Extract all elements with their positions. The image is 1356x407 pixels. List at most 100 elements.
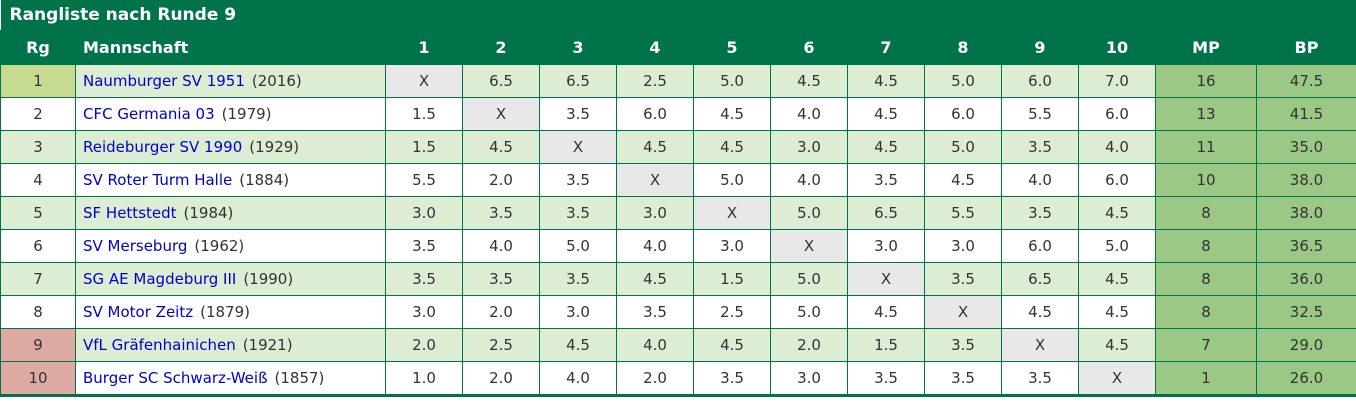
match-points-cell: 7 bbox=[1155, 328, 1257, 362]
table-row: 9 VfL Gräfenhainichen (1921) 2.0 2.5 4.5 4.0 4.… bbox=[0, 328, 1356, 362]
board-points-cell: 38.0 bbox=[1255, 163, 1356, 197]
result-cell: 5.5 bbox=[1001, 97, 1079, 131]
header-round-3: 3 bbox=[539, 30, 617, 65]
result-cell: 4.0 bbox=[770, 97, 848, 131]
title-row: Rangliste nach Runde 9 bbox=[0, 0, 1356, 31]
result-cell: 2.0 bbox=[462, 163, 540, 197]
team-founding-year: (1921) bbox=[242, 336, 293, 354]
result-cell: 3.5 bbox=[539, 262, 617, 296]
result-cell: 4.0 bbox=[616, 229, 694, 263]
result-cell: 4.5 bbox=[539, 328, 617, 362]
header-bp: BP bbox=[1255, 30, 1356, 65]
table-row: 3 Reideburger SV 1990 (1929) 1.5 4.5 X 4.5 4.5 3… bbox=[0, 130, 1356, 164]
result-cell: 5.0 bbox=[770, 262, 848, 296]
result-cell: 3.5 bbox=[693, 361, 771, 396]
result-cell: 3.0 bbox=[770, 130, 848, 164]
board-points-cell: 36.0 bbox=[1255, 262, 1356, 296]
team-cell: VfL Gräfenhainichen (1921) bbox=[75, 328, 386, 362]
team-cell: CFC Germania 03 (1979) bbox=[75, 97, 386, 131]
header-round-1: 1 bbox=[385, 30, 463, 65]
result-cell: 6.0 bbox=[1001, 64, 1079, 98]
result-cell: 2.5 bbox=[693, 295, 771, 329]
result-cell: 3.5 bbox=[924, 262, 1002, 296]
match-points-cell: 10 bbox=[1155, 163, 1257, 197]
page-title: Rangliste nach Runde 9 bbox=[0, 0, 1356, 31]
result-cell: 6.0 bbox=[616, 97, 694, 131]
team-cell: Burger SC Schwarz-Weiß (1857) bbox=[75, 361, 386, 396]
team-link[interactable]: SG AE Magdeburg III bbox=[83, 270, 237, 288]
team-cell: SV Roter Turm Halle (1884) bbox=[75, 163, 386, 197]
team-link[interactable]: SV Roter Turm Halle bbox=[83, 171, 233, 189]
result-cell: 3.5 bbox=[539, 97, 617, 131]
diagonal-cell: X bbox=[847, 262, 925, 296]
result-cell: 3.5 bbox=[462, 262, 540, 296]
result-cell: 4.5 bbox=[924, 163, 1002, 197]
rank-cell: 3 bbox=[0, 130, 76, 164]
result-cell: 5.0 bbox=[924, 130, 1002, 164]
table-row: 1 Naumburger SV 1951 (2016) X 6.5 6.5 2.5 5.0 4.… bbox=[0, 64, 1356, 98]
result-cell: 2.0 bbox=[462, 361, 540, 396]
result-cell: 3.5 bbox=[1001, 130, 1079, 164]
team-link[interactable]: SV Motor Zeitz bbox=[83, 303, 194, 321]
result-cell: 6.0 bbox=[1078, 97, 1156, 131]
board-points-cell: 36.5 bbox=[1255, 229, 1356, 263]
rank-cell: 10 bbox=[0, 361, 76, 396]
match-points-cell: 11 bbox=[1155, 130, 1257, 164]
header-round-10: 10 bbox=[1078, 30, 1156, 65]
team-link[interactable]: Reideburger SV 1990 bbox=[83, 138, 243, 156]
match-points-cell: 8 bbox=[1155, 196, 1257, 230]
result-cell: 3.5 bbox=[385, 262, 463, 296]
result-cell: 4.0 bbox=[770, 163, 848, 197]
header-round-4: 4 bbox=[616, 30, 694, 65]
result-cell: 6.0 bbox=[1078, 163, 1156, 197]
result-cell: 3.5 bbox=[385, 229, 463, 263]
result-cell: 1.0 bbox=[385, 361, 463, 396]
diagonal-cell: X bbox=[924, 295, 1002, 329]
team-link[interactable]: CFC Germania 03 bbox=[83, 105, 215, 123]
board-points-cell: 35.0 bbox=[1255, 130, 1356, 164]
header-round-6: 6 bbox=[770, 30, 848, 65]
board-points-cell: 26.0 bbox=[1255, 361, 1356, 396]
result-cell: 3.5 bbox=[539, 163, 617, 197]
table-header-row: Rg Mannschaft 1 2 3 4 5 6 7 8 9 10 MP BP bbox=[0, 30, 1356, 65]
result-cell: 7.0 bbox=[1078, 64, 1156, 98]
result-cell: 3.5 bbox=[1001, 196, 1079, 230]
result-cell: 2.0 bbox=[616, 361, 694, 396]
result-cell: 4.5 bbox=[693, 328, 771, 362]
result-cell: 3.0 bbox=[693, 229, 771, 263]
team-link[interactable]: Naumburger SV 1951 bbox=[83, 72, 245, 90]
result-cell: 4.5 bbox=[847, 97, 925, 131]
table-row: 6 SV Merseburg (1962) 3.5 4.0 5.0 4.0 3.0 X 3.0 3.… bbox=[0, 229, 1356, 263]
result-cell: 3.5 bbox=[539, 196, 617, 230]
result-cell: 4.5 bbox=[770, 64, 848, 98]
result-cell: 6.5 bbox=[1001, 262, 1079, 296]
result-cell: 4.5 bbox=[693, 97, 771, 131]
result-cell: 3.0 bbox=[385, 196, 463, 230]
result-cell: 5.5 bbox=[924, 196, 1002, 230]
rank-cell: 9 bbox=[0, 328, 76, 362]
result-cell: 4.5 bbox=[616, 130, 694, 164]
result-cell: 3.5 bbox=[924, 361, 1002, 396]
header-team: Mannschaft bbox=[75, 30, 386, 65]
team-link[interactable]: SV Merseburg bbox=[83, 237, 188, 255]
diagonal-cell: X bbox=[1001, 328, 1079, 362]
team-link[interactable]: VfL Gräfenhainichen bbox=[83, 336, 236, 354]
match-points-cell: 8 bbox=[1155, 262, 1257, 296]
team-link[interactable]: Burger SC Schwarz-Weiß bbox=[83, 369, 268, 387]
team-link[interactable]: SF Hettstedt bbox=[83, 204, 177, 222]
rank-cell: 4 bbox=[0, 163, 76, 197]
result-cell: 3.0 bbox=[847, 229, 925, 263]
result-cell: 3.0 bbox=[616, 196, 694, 230]
rank-cell: 2 bbox=[0, 97, 76, 131]
result-cell: 4.0 bbox=[1078, 130, 1156, 164]
header-rank: Rg bbox=[0, 30, 76, 65]
result-cell: 4.5 bbox=[1078, 295, 1156, 329]
result-cell: 5.0 bbox=[539, 229, 617, 263]
result-cell: 2.5 bbox=[616, 64, 694, 98]
result-cell: 4.0 bbox=[539, 361, 617, 396]
result-cell: 1.5 bbox=[847, 328, 925, 362]
board-points-cell: 47.5 bbox=[1255, 64, 1356, 98]
result-cell: 5.0 bbox=[924, 64, 1002, 98]
rank-cell: 6 bbox=[0, 229, 76, 263]
board-points-cell: 38.0 bbox=[1255, 196, 1356, 230]
